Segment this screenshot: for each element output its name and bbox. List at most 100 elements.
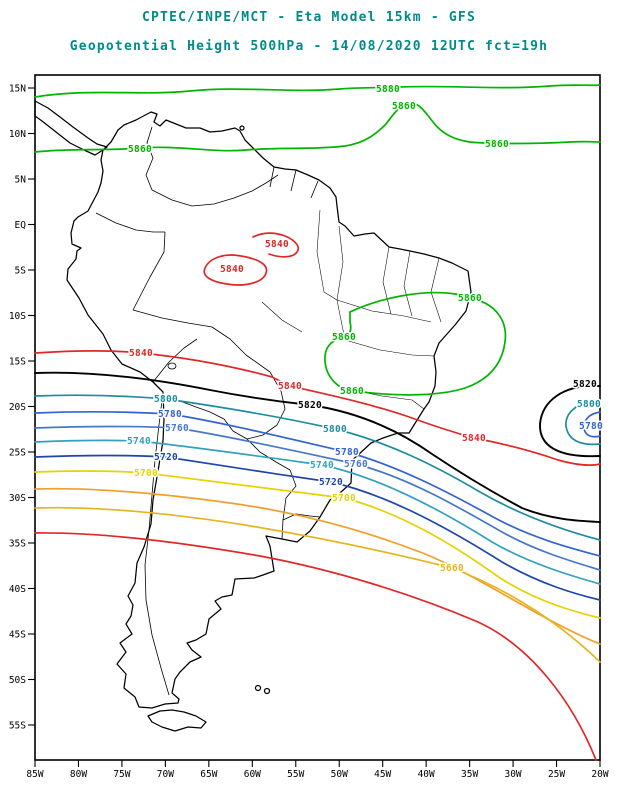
state-border: [261, 301, 303, 333]
page-subtitle: Geopotential Height 500hPa - 14/08/2020 …: [70, 39, 548, 54]
lat-tick-label: EQ: [15, 220, 27, 231]
contour-label: 5700: [332, 493, 356, 504]
contour-label: 5860: [128, 144, 152, 155]
contour-label: 5840: [265, 239, 289, 250]
contour-labels: 5880 5860 5860 5860 5840 5840 5860 5860 5860 5840…: [125, 83, 604, 576]
coastline-south-america: [66, 111, 472, 709]
lon-tick-label: 25W: [548, 769, 565, 780]
lat-tick-label: 30S: [9, 493, 26, 504]
lat-tick-label: 10N: [9, 129, 26, 140]
lon-tick-label: 75W: [113, 769, 130, 780]
contour-lines: [34, 84, 601, 761]
contour-label: 5780: [579, 421, 603, 432]
lon-tick-label: 80W: [70, 769, 87, 780]
state-border: [316, 209, 338, 301]
border-argentina-paraguay-brazil: [246, 438, 291, 471]
contour-label: 5760: [344, 459, 368, 470]
contour-5820-main: [34, 371, 601, 523]
contour-label: 5720: [319, 477, 343, 488]
lake-titicaca: [167, 362, 177, 370]
contour-5740: [34, 439, 601, 585]
lat-tick-label: 5S: [15, 266, 27, 277]
lon-tick-label: 50W: [331, 769, 348, 780]
contour-label: 5740: [310, 460, 334, 471]
lat-tick-label: 50S: [9, 675, 26, 686]
contour-label: 5800: [154, 394, 178, 405]
lat-tick-label: 5N: [15, 175, 27, 186]
contour-label: 5720: [154, 452, 178, 463]
axis-labels: 15N 10N 5N EQ 5S 10S 15S 20S 25S 30S 35S 40S 45S 50S 5…: [9, 84, 609, 781]
contour-label: 5660: [440, 563, 464, 574]
lon-tick-label: 45W: [374, 769, 391, 780]
lon-tick-label: 85W: [26, 769, 43, 780]
border-colombia-venezuela: [145, 126, 154, 191]
border-venezuela-brazil: [151, 174, 279, 207]
border-suriname: [290, 169, 297, 192]
contour-5700: [34, 470, 601, 619]
contour-label: 5840: [220, 264, 244, 275]
contour-label: 5880: [376, 84, 400, 95]
contour-label: 5740: [127, 436, 151, 447]
state-border: [382, 246, 392, 315]
lon-tick-label: 70W: [157, 769, 174, 780]
contour-5840-equator-open: [252, 232, 300, 258]
contour-5680: [34, 487, 601, 645]
contour-label: 5760: [165, 423, 189, 434]
contour-label: 5780: [158, 409, 182, 420]
contour-label: 5860: [392, 101, 416, 112]
contour-5880: [34, 84, 601, 98]
lon-tick-label: 55W: [287, 769, 304, 780]
coastline-tierra-del-fuego: [147, 709, 207, 732]
contour-5660: [34, 506, 601, 663]
contour-5640: [34, 532, 597, 761]
lat-tick-label: 35S: [9, 539, 26, 550]
lon-tick-label: 35W: [461, 769, 478, 780]
border-french-guiana: [310, 180, 319, 199]
state-border: [336, 225, 346, 341]
island-falkland-west: [254, 684, 262, 692]
contour-5800-closed-east: [565, 399, 601, 446]
border-peru-brazil: [132, 231, 166, 311]
state-border: [403, 250, 413, 317]
contour-label: 5840: [462, 433, 486, 444]
contour-5780: [34, 411, 601, 557]
lon-tick-label: 40W: [418, 769, 435, 780]
contour-5780-closed-east: [583, 411, 601, 438]
lon-tick-label: 20W: [591, 769, 608, 780]
island-trinidad: [239, 125, 245, 131]
border-brazil-argentina-uruguay: [281, 469, 297, 540]
contour-label: 5700: [134, 468, 158, 479]
axis-ticks: [28, 87, 601, 767]
contour-label: 5820: [298, 400, 322, 411]
lon-tick-label: 65W: [200, 769, 217, 780]
contour-label: 5860: [332, 332, 356, 343]
contour-label: 5820: [573, 379, 597, 390]
state-border: [430, 257, 442, 323]
contour-5760: [34, 425, 601, 571]
state-border: [336, 299, 432, 323]
lat-tick-label: 40S: [9, 584, 26, 595]
contour-5840-equator-closed: [203, 254, 268, 286]
border-bolivia-brazil: [132, 309, 271, 373]
lat-tick-label: 15S: [9, 357, 26, 368]
lat-tick-label: 20S: [9, 402, 26, 413]
island-falkland-east: [263, 687, 271, 695]
contour-5720: [34, 454, 601, 601]
lat-tick-label: 25S: [9, 448, 26, 459]
contour-label: 5800: [323, 424, 347, 435]
lat-tick-label: 55S: [9, 721, 26, 732]
contour-5800: [34, 394, 601, 541]
lon-tick-label: 30W: [504, 769, 521, 780]
border-colombia-peru: [95, 212, 165, 233]
border-guyana: [269, 166, 275, 188]
contour-5840-south: [34, 349, 601, 467]
contour-label: 5860: [485, 139, 509, 150]
contour-5860-north: [34, 102, 601, 153]
border-peru-bolivia: [152, 338, 198, 383]
lat-tick-label: 45S: [9, 630, 26, 641]
lat-tick-label: 15N: [9, 84, 26, 95]
contour-label: 5840: [129, 348, 153, 359]
contour-5820-closed-east: [539, 385, 601, 458]
state-border: [344, 339, 435, 357]
